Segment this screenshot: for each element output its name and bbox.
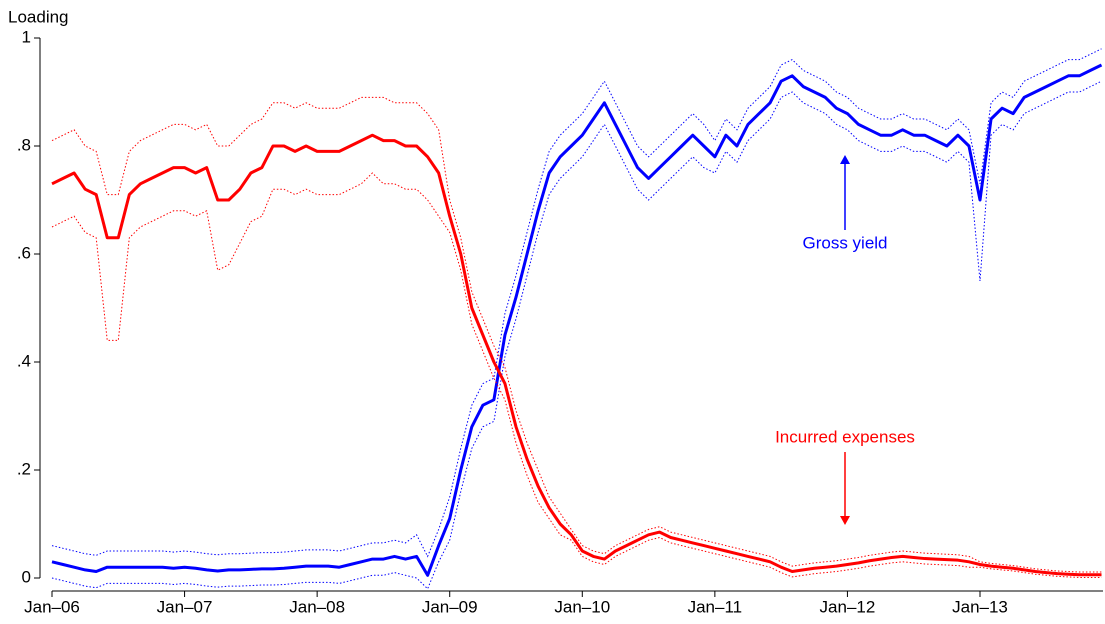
arrow-head [840,516,850,525]
x-tick-label: Jan–08 [289,597,345,616]
band-line [51,80,1102,590]
x-tick-label: Jan–07 [157,597,213,616]
annotation: Gross yield [802,233,887,252]
y-tick-label: .2 [17,459,31,478]
x-tick-label: Jan–13 [952,597,1008,616]
band-line [51,96,1102,573]
y-tick-label: .6 [17,243,31,262]
series-line [51,63,1103,577]
x-tick-label: Jan–10 [554,597,610,616]
y-tick-label: .8 [17,135,31,154]
series-line [51,133,1102,577]
y-tick-label: 1 [22,27,31,46]
x-tick-label: Jan–06 [24,597,80,616]
y-tick-label: .4 [17,351,31,370]
arrow-head [840,155,850,164]
band-line [51,48,1102,558]
x-tick-label: Jan–09 [422,597,478,616]
x-tick-label: Jan–11 [688,597,743,616]
y-tick-label: 0 [22,567,31,586]
band-line [51,172,1102,578]
y-axis-label: Loading [8,7,69,26]
x-tick-label: Jan–12 [820,597,876,616]
annotation: Incurred expenses [775,427,915,446]
